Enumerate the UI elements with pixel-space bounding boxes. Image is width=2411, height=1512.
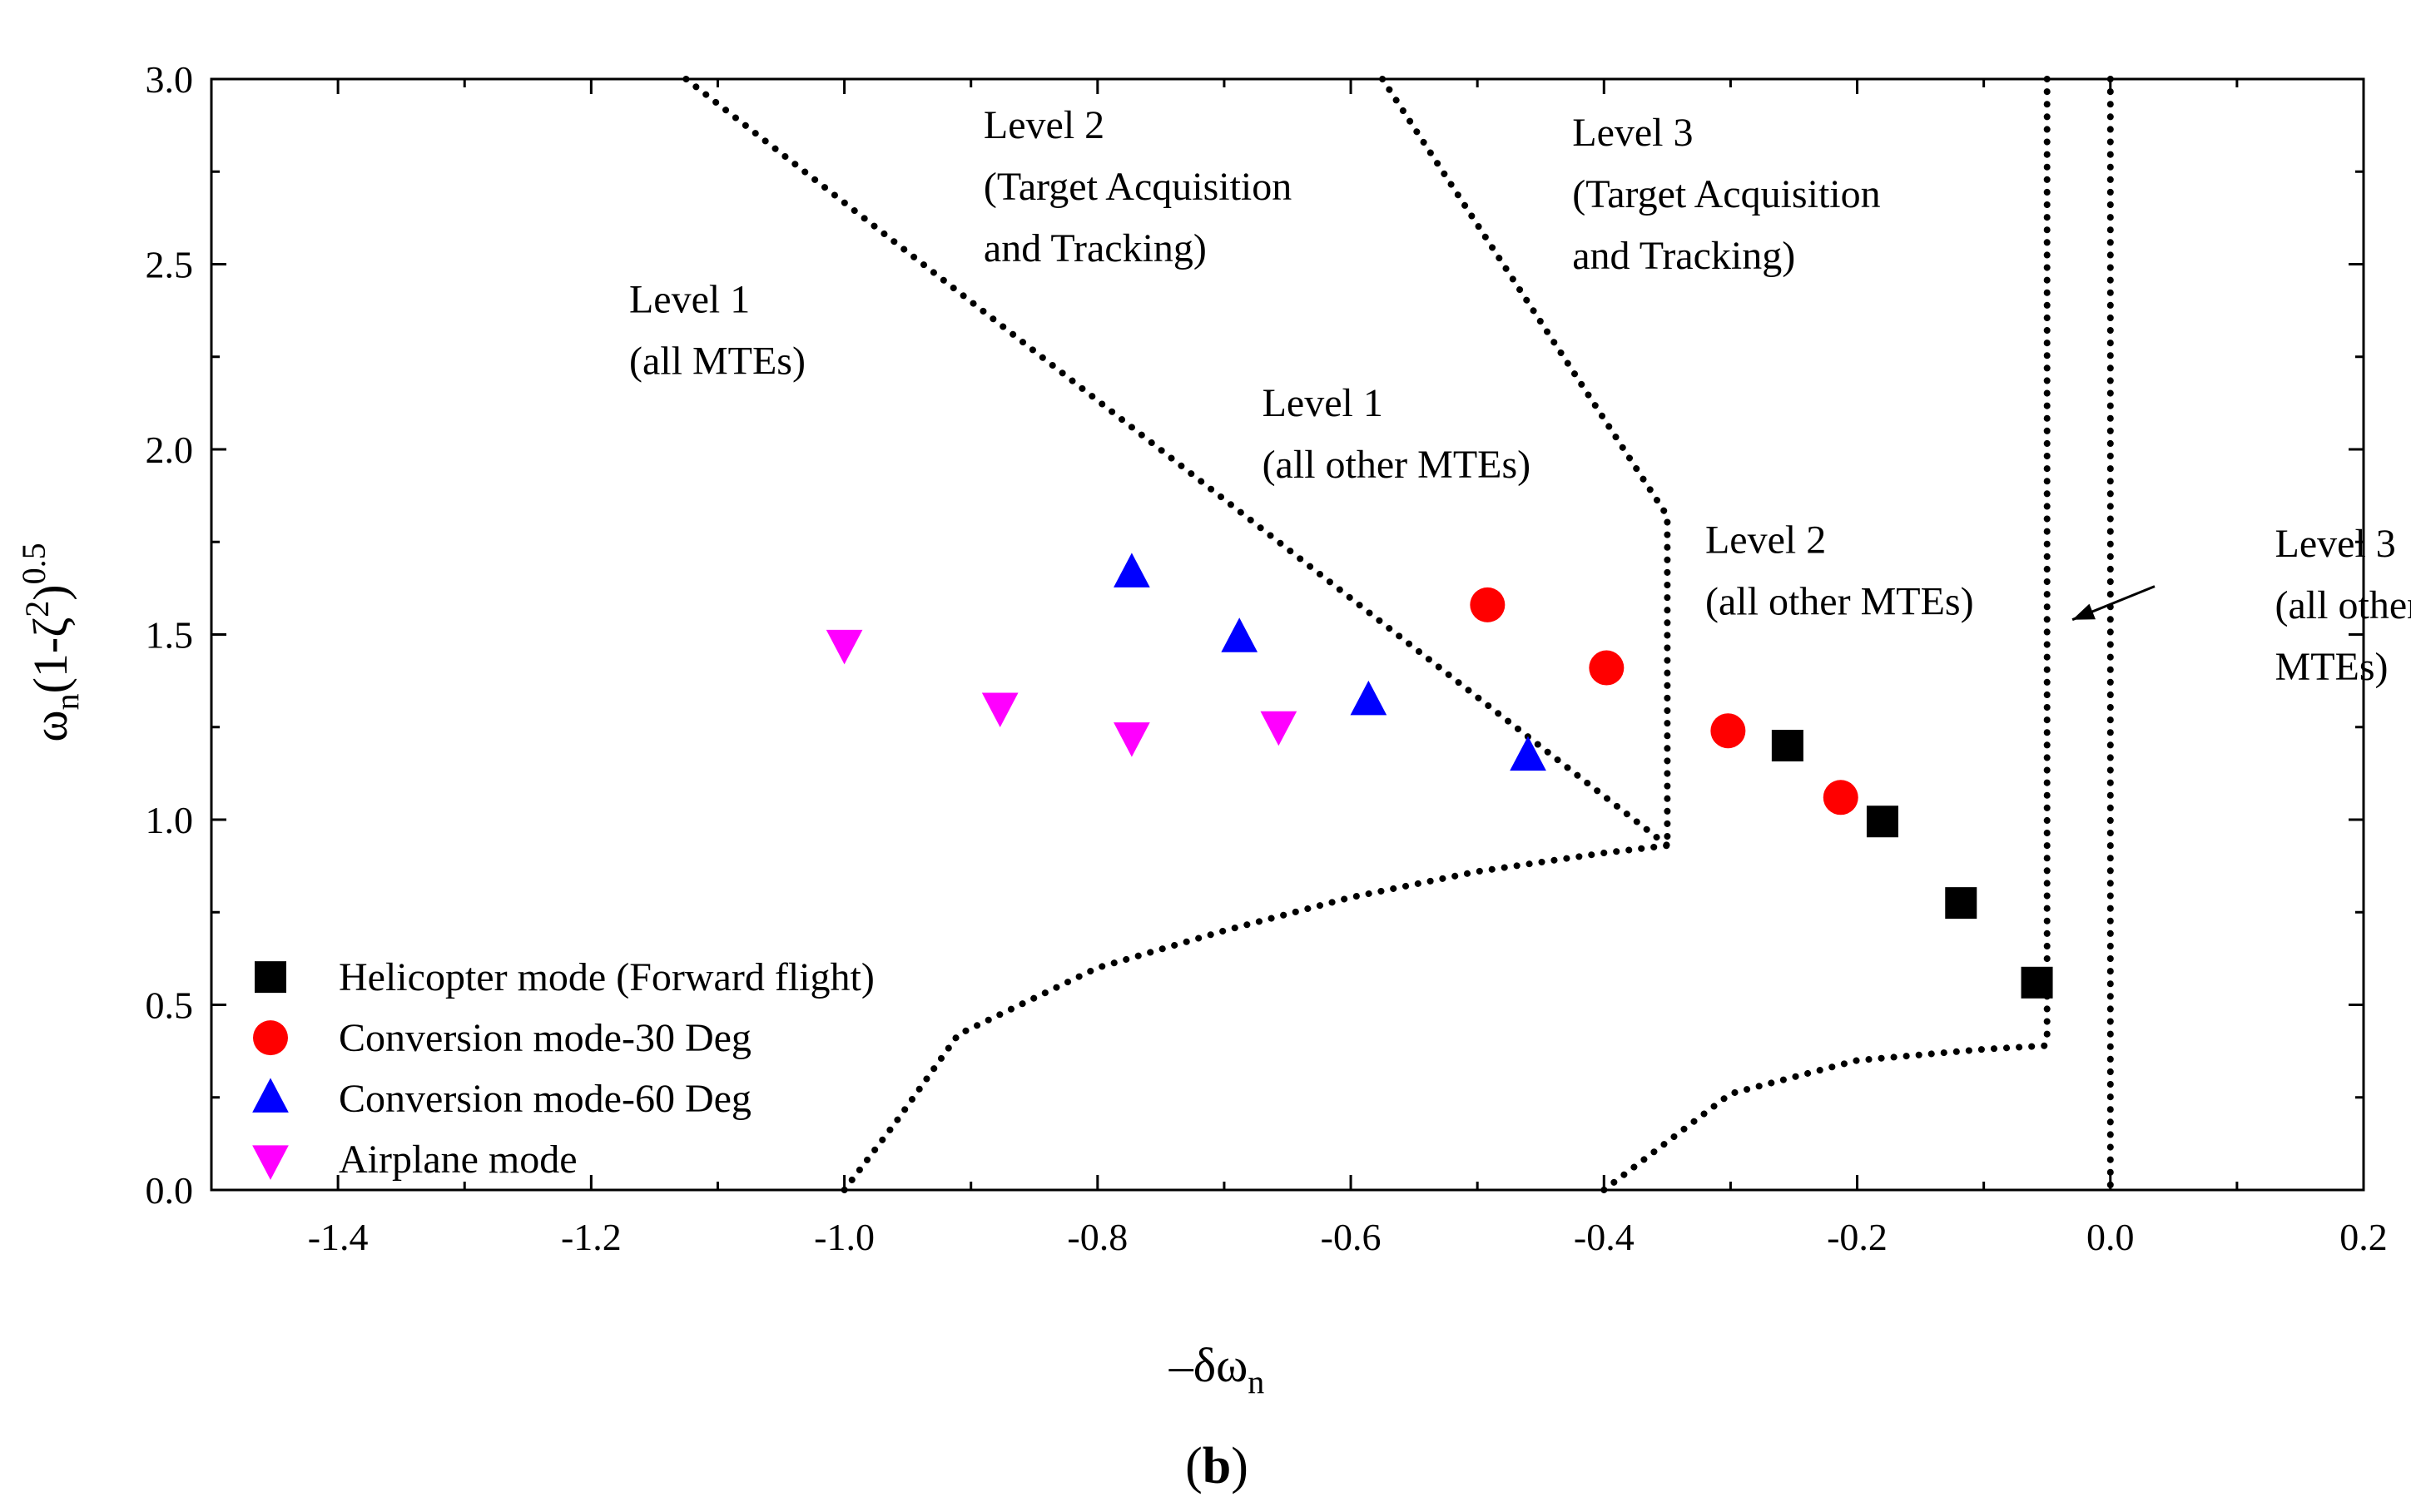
panel-label-letter: b (1203, 1438, 1231, 1495)
legend-label: Helicopter mode (Forward flight) (339, 955, 875, 999)
y-tick-label: 3.0 (146, 58, 194, 101)
data-point-circle (1589, 650, 1625, 686)
annotation-level3-all-other-mtes: Level 3 (all other MTEs) (2275, 522, 2411, 689)
level2-level3-lower-boundary (1600, 1042, 2051, 1193)
x-tick-label: -0.6 (1321, 1216, 1382, 1258)
x-tick-label: 0.2 (2339, 1216, 2388, 1258)
data-point-triangle-down (826, 629, 863, 665)
arrow-layer (2071, 585, 2156, 622)
data-point-square (1945, 887, 1977, 920)
annotations-layer: Level 1 (all MTEs) Level 2 (Target Acquisit… (629, 103, 2411, 689)
series-square (1771, 730, 2053, 999)
series-triangle-down (826, 629, 1297, 757)
annotation-line: (Target Acquisition (984, 165, 1292, 209)
data-point-triangle-up (1114, 553, 1150, 587)
annotation-line: Level 2 (1705, 518, 1826, 563)
annotation-line: (all other (2275, 583, 2411, 627)
y-tick-label: 0.5 (146, 984, 194, 1027)
x-tick-label: -0.8 (1067, 1216, 1128, 1258)
boundaries-layer (682, 76, 2114, 1193)
series-layer (826, 553, 2053, 999)
y-axis-label: ωn(1-ζ2)0.5 (15, 543, 86, 741)
annotation-level2-all-other-mtes: Level 2 (all other MTEs) (1705, 518, 1974, 624)
data-point-triangle-down (1114, 722, 1150, 757)
annotation-line: Level 2 (984, 103, 1104, 147)
annotation-level2-target-acquisition: Level 2 (Target Acquisition and Tracking) (984, 103, 1292, 270)
annotation-arrow-head (2072, 603, 2096, 620)
x-tick-label: -1.4 (308, 1216, 369, 1258)
x-tick-label: -1.0 (814, 1216, 875, 1258)
data-point-circle (1823, 780, 1858, 815)
x-axis-label: –δωn (1168, 1338, 1265, 1400)
panel-label: (b) (1185, 1438, 1248, 1495)
y-tick-label: 1.0 (146, 799, 194, 841)
annotation-line: and Tracking) (984, 226, 1207, 270)
annotation-line: Level 1 (1263, 381, 1383, 425)
annotation-line: and Tracking) (1572, 234, 1795, 278)
data-point-square (1771, 730, 1803, 761)
annotation-line: Level 1 (629, 277, 750, 321)
legend-marker-circle (253, 1020, 288, 1056)
legend-label: Conversion mode-60 Deg (339, 1077, 752, 1121)
y-axis: 0.0 0.5 1.0 1.5 2.0 2.5 3.0 (146, 58, 2364, 1212)
y-axis-label-omega: ω (23, 710, 77, 741)
x-tick-label: -1.2 (561, 1216, 622, 1258)
data-point-circle (1710, 713, 1746, 749)
data-point-square (1866, 806, 1898, 838)
annotation-level1-all-mtes: Level 1 (all MTEs) (629, 277, 806, 383)
annotation-line: (all other MTEs) (1705, 580, 1974, 624)
annotation-line: (all MTEs) (629, 339, 806, 383)
annotation-level1-all-other-mtes: Level 1 (all other MTEs) (1263, 381, 1531, 487)
x-axis: -1.4 -1.2 -1.0 -0.8 -0.6 -0.4 -0.2 0.0 0.2 (210, 79, 2388, 1258)
legend-label: Airplane mode (339, 1138, 578, 1182)
y-tick-label: 1.5 (146, 614, 194, 657)
data-point-triangle-up (1510, 736, 1546, 771)
y-tick-label: 0.0 (146, 1169, 194, 1212)
x-tick-label: -0.4 (1574, 1216, 1635, 1258)
x-axis-label-sub: n (1248, 1363, 1264, 1400)
annotation-line: (all other MTEs) (1263, 443, 1531, 487)
series-triangle-up (1114, 553, 1546, 771)
y-tick-label: 2.0 (146, 429, 194, 471)
legend: Helicopter mode (Forward flight) Conversi… (252, 955, 875, 1182)
data-point-square (2021, 966, 2053, 999)
legend-label: Conversion mode-30 Deg (339, 1016, 752, 1060)
level1-level2-lower-boundary (841, 842, 1671, 1193)
annotation-level3-target-acquisition: Level 3 (Target Acquisition and Tracking) (1572, 111, 1880, 278)
annotation-line: (Target Acquisition (1572, 172, 1880, 216)
data-point-triangle-down (981, 692, 1019, 728)
panel-label-close: ) (1231, 1438, 1248, 1495)
data-point-triangle-down (1260, 711, 1297, 746)
y-tick-label: 2.5 (146, 244, 194, 286)
y-axis-label-body: (1-ζ (23, 617, 77, 694)
y-axis-label-pow: 0.5 (15, 543, 52, 584)
x-tick-label: -0.2 (1827, 1216, 1888, 1258)
data-point-triangle-up (1350, 680, 1387, 716)
annotation-line: Level 3 (1572, 111, 1693, 155)
annotation-line: Level 3 (2275, 522, 2396, 566)
series-circle (1470, 587, 1858, 815)
x-axis-label-main: –δω (1168, 1338, 1248, 1392)
annotation-line: MTEs) (2275, 645, 2389, 689)
panel-label-open: ( (1185, 1438, 1203, 1495)
legend-marker-square (255, 961, 286, 994)
y-axis-label-sub: n (48, 693, 86, 710)
level2-target-acquisition-boundary (1379, 76, 1671, 850)
data-point-triangle-up (1221, 617, 1258, 652)
y-axis-label-sq: 2 (18, 601, 56, 617)
y-axis-label-close: ) (23, 584, 77, 600)
legend-marker-triangle-down (252, 1145, 289, 1180)
x-tick-label: 0.0 (2086, 1216, 2135, 1258)
data-point-circle (1470, 587, 1506, 622)
legend-marker-triangle-up (252, 1078, 289, 1113)
